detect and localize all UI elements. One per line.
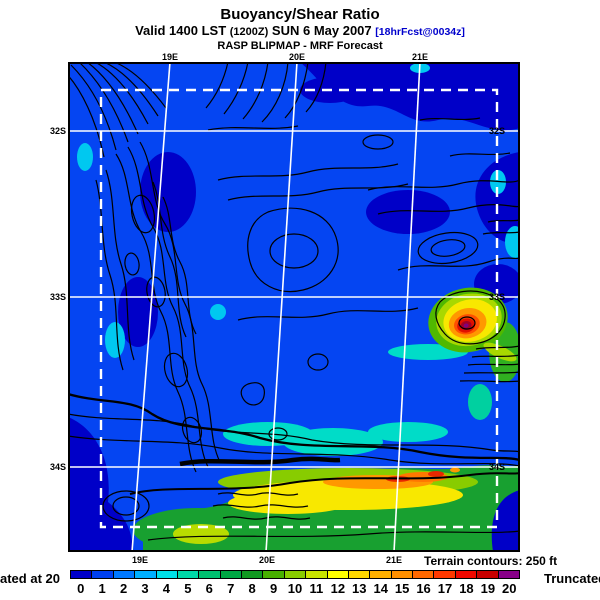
lat-lon-gridlines [68, 62, 520, 552]
colorbar-segment [71, 571, 92, 578]
colorbar-segment [305, 571, 327, 578]
colorbar-segment [241, 571, 263, 578]
header: Buoyancy/Shear Ratio Valid 1400 LST (120… [0, 6, 600, 53]
colorbar-value-label: 6 [205, 581, 213, 596]
truncation-label-left: ated at 20 [0, 571, 60, 586]
colorbar-segment [219, 571, 241, 578]
colorbar-value-label: 8 [248, 581, 256, 596]
colorbar-segment [454, 571, 477, 578]
model-line: RASP BLIPMAP - MRF Forecast [217, 40, 383, 53]
hotspot [428, 287, 508, 353]
colorbar-segment [476, 571, 498, 578]
colorbar-segment [283, 571, 306, 578]
terrain-contours [68, 62, 520, 541]
colorbar-segment [155, 571, 177, 578]
colorbar-value-label: 12 [330, 581, 346, 596]
colorbar-value-label: 9 [269, 581, 278, 596]
colorbar-value-label: 13 [352, 581, 367, 596]
longitude-label-top: 20E [288, 52, 306, 62]
colorbar-segment [176, 571, 199, 578]
colorbar-segment [134, 571, 156, 578]
longitude-label-top: 19E [161, 52, 179, 62]
colorbar-segment [390, 571, 412, 578]
colorbar-segment [262, 571, 284, 578]
colorbar-value-label: 17 [437, 581, 453, 596]
colorbar-segment [497, 571, 519, 578]
colorbar-value-label: 5 [184, 581, 192, 596]
valid-prefix: Valid 1400 LST [135, 23, 227, 39]
latitude-label-right: 34S [489, 462, 506, 472]
longitude-label-bottom: 21E [385, 555, 403, 565]
colorbar [70, 570, 520, 579]
colorbar-value-label: 19 [480, 581, 496, 596]
colorbar-value-label: 18 [459, 581, 474, 596]
ratio-field [68, 62, 520, 552]
colorbar-value-label: 1 [98, 581, 106, 596]
truncation-label-right: Truncated [544, 571, 600, 586]
valid-zulu: (1200Z) [229, 26, 269, 39]
colorbar-values: 0 1 2 3 4 5 6 7 8 9 10 11 12 13 14 15 16 17 18 19 20 [70, 581, 520, 596]
valid-date: SUN 6 May 2007 [271, 23, 372, 39]
map-canvas [68, 62, 520, 552]
colorbar-segment [412, 571, 434, 578]
valid-time-line: Valid 1400 LST (1200Z) SUN 6 May 2007 [1… [0, 23, 600, 39]
colorbar-segment [112, 571, 135, 578]
colorbar-value-label: 14 [373, 581, 388, 596]
colorbar-segment [198, 571, 220, 578]
colorbar-value-label: 16 [416, 581, 431, 596]
colorbar-value-label: 11 [309, 581, 324, 596]
map-area [68, 62, 520, 552]
latitude-label-right: 33S [489, 292, 506, 302]
colorbar-value-label: 10 [287, 581, 303, 596]
map-frame [68, 62, 520, 552]
colorbar-segment [433, 571, 455, 578]
longitude-label-top: 21E [411, 52, 429, 62]
latitude-label-left: 32S [49, 126, 66, 136]
latitude-label-left: 33S [49, 292, 66, 302]
terrain-contour-note: Terrain contours: 250 ft [424, 554, 558, 568]
forecast-tag: [18hrFcst@0034z] [375, 26, 465, 39]
domain-boundary-box [99, 88, 499, 529]
colorbar-value-label: 0 [77, 581, 85, 596]
longitude-label-bottom: 19E [131, 555, 149, 565]
colorbar-value-label: 7 [227, 581, 235, 596]
page-title: Buoyancy/Shear Ratio [220, 6, 380, 23]
colorbar-value-label: 2 [119, 581, 128, 596]
colorbar-value-label: 3 [141, 581, 149, 596]
colorbar-segment [91, 571, 113, 578]
colorbar-value-label: 15 [394, 581, 410, 596]
longitude-label-bottom: 20E [258, 555, 276, 565]
colorbar-segment [369, 571, 391, 578]
colorbar-segment [347, 571, 370, 578]
latitude-label-right: 32S [489, 126, 506, 136]
colorbar-value-label: 4 [162, 581, 171, 596]
colorbar-segment [326, 571, 348, 578]
colorbar-value-label: 20 [502, 581, 517, 596]
latitude-label-left: 34S [49, 462, 66, 472]
